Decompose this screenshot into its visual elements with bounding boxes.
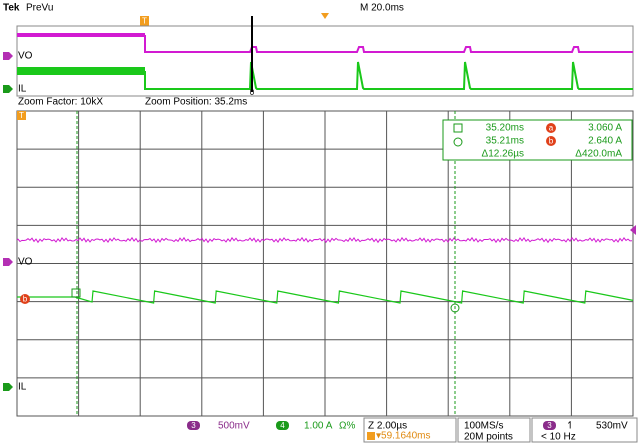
- timebase: M 20.0ms: [360, 3, 404, 14]
- main-ch-label: VO: [18, 257, 33, 268]
- vo-overview: [144, 35, 633, 53]
- trigger-pos-badge: [367, 432, 375, 440]
- readout-value: 2.640 A: [588, 136, 622, 147]
- trigger-badge-text: T: [142, 17, 147, 26]
- zoom-factor: Zoom Factor: 10kX: [18, 97, 103, 108]
- trigger-badge-text: T: [19, 111, 24, 120]
- readout-rows: 35.20ms a 3.060 A 35.21ms b 2.640 A Δ12.26µs Δ4…: [482, 123, 623, 160]
- ref-badge: [20, 294, 30, 304]
- trig-badge: [543, 421, 556, 430]
- trigger-position: ▾59.1640ms: [376, 431, 431, 442]
- status-bar: 3 500mV 4 1.00 A Ω% Z 2.00µs ▾59.1640ms …: [187, 417, 638, 443]
- record-length: 20M points: [464, 432, 513, 443]
- readout-time: 35.20ms: [486, 123, 524, 134]
- readout-time: 35.21ms: [486, 136, 524, 147]
- cursor-a-symbol: [453, 123, 463, 133]
- zoom-cursor-label: 0: [250, 88, 255, 97]
- vo-trace: [16, 236, 633, 244]
- main-waves: [16, 111, 634, 416]
- trig-slope: ↿: [566, 421, 574, 432]
- readout-badge: [546, 136, 556, 146]
- offscreen-marker: [630, 225, 636, 235]
- readout-time: Δ12.26µs: [482, 149, 524, 160]
- ch3-marker: [3, 52, 13, 60]
- il-overview-band: [17, 67, 145, 75]
- readout-badge-text: b: [549, 137, 554, 146]
- acq-box: [457, 417, 531, 443]
- overview-window: [16, 25, 634, 97]
- brand: Tek: [3, 3, 20, 14]
- zoom-position: Zoom Position: 35.2ms: [145, 97, 247, 108]
- horizontal-scale: Z 2.00µs: [368, 421, 407, 432]
- readout-value: 3.060 A: [588, 123, 622, 134]
- overview-ch-label: VO: [18, 51, 33, 62]
- ch4-scale: 1.00 A: [304, 421, 333, 432]
- ch3-badge-text: 3: [191, 421, 196, 430]
- ch3-badge: [187, 421, 200, 430]
- readout-badge-text: a: [549, 124, 554, 133]
- grid: [17, 111, 633, 416]
- ch3-scale: 500mV: [218, 421, 250, 432]
- readout-value: Δ420.0mA: [575, 149, 622, 160]
- readout-badge: [546, 123, 556, 133]
- ch4-marker: [3, 383, 13, 391]
- il-trace: [17, 290, 634, 304]
- ch4-marker: [3, 85, 13, 93]
- cursor-b-symbol: [453, 137, 463, 147]
- horiz-box: [363, 417, 457, 443]
- ch4-badge: [276, 421, 289, 430]
- sample-rate: 100MS/s: [464, 421, 503, 432]
- trigger-badge: [17, 111, 26, 120]
- vo-overview-band: [17, 33, 145, 37]
- trigger-badge: [140, 16, 149, 26]
- position-marker: [321, 13, 329, 19]
- cursor-a-point: [71, 288, 81, 298]
- trig-level: 530mV: [596, 421, 628, 432]
- cursor-readout: [442, 119, 633, 161]
- trig-box: [531, 417, 638, 443]
- mode: PreVu: [26, 3, 53, 14]
- cursor-b-point: [450, 303, 460, 313]
- overview-ch-label: IL: [18, 84, 27, 95]
- trig-badge-text: 3: [547, 421, 552, 430]
- ref-badge-text: b: [23, 295, 28, 304]
- ch4-extra: Ω%: [339, 421, 355, 432]
- ch3-marker: [3, 258, 13, 266]
- main-ch-label: IL: [18, 382, 27, 393]
- trig-filter: < 10 Hz: [541, 432, 576, 443]
- ch4-badge-text: 4: [280, 421, 285, 430]
